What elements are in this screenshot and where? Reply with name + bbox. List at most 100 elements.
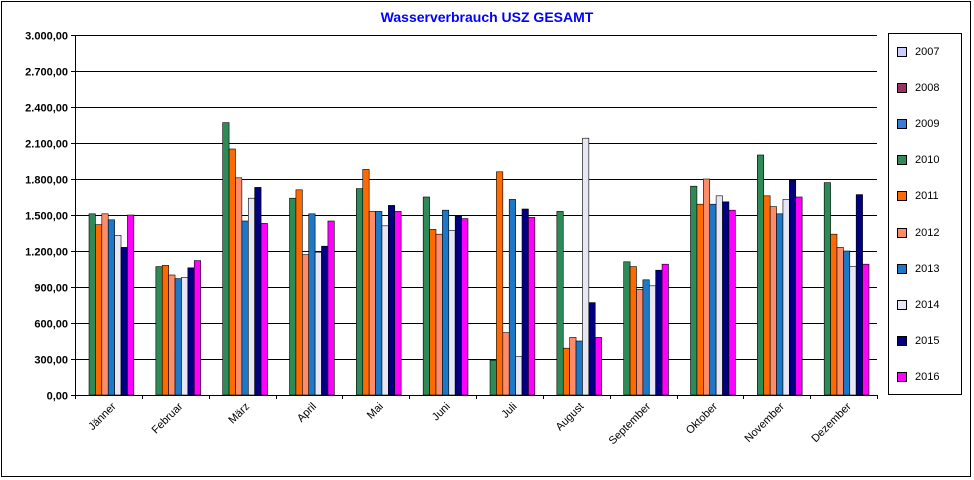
bar-2014-8 xyxy=(648,285,656,396)
y-tick-label: 300,00 xyxy=(34,355,68,367)
bar-2013-11 xyxy=(843,250,851,396)
bar-2011-5 xyxy=(429,229,437,396)
bar-2014-9 xyxy=(715,195,723,396)
bar-2016-2 xyxy=(260,223,268,396)
bar-2011-10 xyxy=(763,195,771,396)
x-tick-label: Juni xyxy=(430,401,453,424)
bar-2012-3 xyxy=(302,254,310,396)
bar-2016-1 xyxy=(193,260,201,396)
legend-swatch xyxy=(897,191,907,202)
bar-2014-11 xyxy=(849,266,857,396)
legend-swatch xyxy=(897,299,907,310)
bar-2013-5 xyxy=(442,209,450,396)
legend-label: 2008 xyxy=(915,82,940,95)
x-tick-label: Oktober xyxy=(684,400,720,436)
legend-item-2014: 2014 xyxy=(897,298,939,312)
bar-2013-3 xyxy=(308,213,316,396)
bar-2014-1 xyxy=(181,277,189,396)
bar-2015-0 xyxy=(120,247,128,396)
bar-2013-4 xyxy=(375,211,383,396)
bar-2011-9 xyxy=(696,203,704,396)
bar-2011-11 xyxy=(830,233,838,396)
bar-2011-8 xyxy=(629,266,637,396)
y-tick-label: 2.100,00 xyxy=(25,139,68,151)
x-tick-label: Februar xyxy=(150,400,186,436)
bar-2014-2 xyxy=(247,197,255,396)
bar-2012-4 xyxy=(368,211,376,396)
legend-item-2013: 2013 xyxy=(897,262,939,276)
bar-2010-2 xyxy=(222,122,230,396)
bar-2016-11 xyxy=(862,263,870,396)
y-tick-label: 1.200,00 xyxy=(25,247,68,259)
x-tick-label: September xyxy=(607,400,654,447)
bar-2016-10 xyxy=(795,196,803,396)
bar-2016-5 xyxy=(461,218,469,396)
legend-label: 2010 xyxy=(915,154,940,167)
legend-item-2009: 2009 xyxy=(897,117,939,131)
bar-2012-9 xyxy=(703,178,711,396)
bar-2013-1 xyxy=(174,278,182,396)
bar-2016-9 xyxy=(728,209,736,396)
legend-swatch xyxy=(897,371,907,382)
bar-2010-10 xyxy=(757,154,765,396)
bar-2013-9 xyxy=(709,203,717,396)
bar-2011-0 xyxy=(95,224,103,396)
bar-2015-10 xyxy=(789,179,797,396)
y-tick-label: 2.400,00 xyxy=(25,103,68,115)
bar-2012-2 xyxy=(235,177,243,396)
bar-2010-11 xyxy=(823,182,831,396)
bar-2016-3 xyxy=(327,220,335,396)
x-tick-label: Mai xyxy=(365,401,386,422)
bar-2014-10 xyxy=(782,199,790,396)
y-tick-label: 600,00 xyxy=(34,319,68,331)
bar-2014-6 xyxy=(515,356,523,396)
legend-item-2015: 2015 xyxy=(897,334,939,348)
bar-2016-4 xyxy=(394,211,402,396)
bar-2010-5 xyxy=(422,196,430,396)
legend-item-2016: 2016 xyxy=(897,370,939,384)
bar-2015-6 xyxy=(521,208,529,396)
x-tick-label: März xyxy=(226,401,252,427)
bar-2011-2 xyxy=(228,148,236,396)
legend-item-2012: 2012 xyxy=(897,226,939,240)
x-tick-label: Dezember xyxy=(809,400,854,445)
x-tick-label: Jänner xyxy=(86,400,119,433)
bar-2014-5 xyxy=(448,230,456,396)
bar-2011-1 xyxy=(161,265,169,396)
legend-swatch xyxy=(897,335,907,346)
x-tick-label: November xyxy=(743,400,788,445)
bar-2013-8 xyxy=(642,279,650,396)
y-tick-label: 2.700,00 xyxy=(25,67,68,79)
legend-label: 2015 xyxy=(915,334,940,347)
bar-2010-3 xyxy=(289,197,297,396)
y-tick-label: 1.500,00 xyxy=(25,211,68,223)
legend-swatch xyxy=(897,119,907,130)
bar-2014-4 xyxy=(381,225,389,396)
bar-2010-9 xyxy=(690,185,698,396)
bar-2013-7 xyxy=(575,340,583,396)
legend-label: 2011 xyxy=(915,190,939,203)
bar-2015-8 xyxy=(655,269,663,396)
bar-2016-6 xyxy=(528,217,536,396)
bar-2010-1 xyxy=(155,266,163,396)
legend-swatch xyxy=(897,263,907,274)
bar-2015-4 xyxy=(388,205,396,396)
chart-title: Wasserverbrauch USZ GESAMT xyxy=(380,9,594,25)
y-tick-label: 0,00 xyxy=(47,391,68,403)
bar-2012-10 xyxy=(769,206,777,396)
bar-2012-1 xyxy=(168,274,176,396)
y-tick-label: 900,00 xyxy=(34,283,68,295)
y-tick-label: 1.800,00 xyxy=(25,175,68,187)
legend-label: 2007 xyxy=(915,46,940,59)
bar-2010-7 xyxy=(556,211,564,396)
bar-2013-6 xyxy=(508,199,516,396)
legend-swatch xyxy=(897,83,907,94)
bar-2016-0 xyxy=(127,214,135,396)
legend-label: 2013 xyxy=(915,262,940,275)
bar-2013-0 xyxy=(107,219,115,396)
bar-2013-10 xyxy=(776,213,784,396)
legend-swatch xyxy=(897,227,907,238)
bar-2013-2 xyxy=(241,220,249,396)
bar-2016-8 xyxy=(661,263,669,396)
legend-label: 2009 xyxy=(915,118,940,131)
